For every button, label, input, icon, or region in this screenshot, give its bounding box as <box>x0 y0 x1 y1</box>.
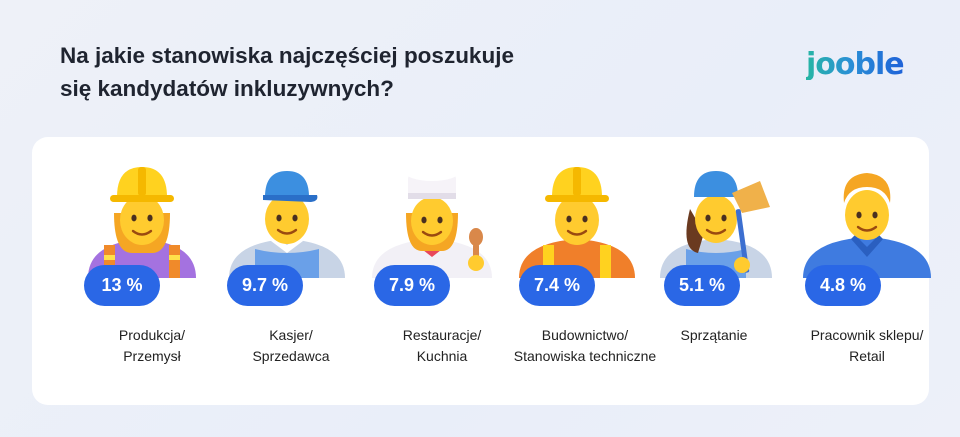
job-item-production: 13 % Produkcja/Przemysł <box>70 153 214 403</box>
value-badge: 13 % <box>84 265 160 306</box>
job-item-restaurant: 7.9 % Restauracje/Kuchnia <box>360 153 504 403</box>
category-label-line: Przemysł <box>123 348 181 364</box>
category-label-line: Produkcja/ <box>118 327 186 343</box>
value-badge: 4.8 % <box>805 265 881 306</box>
job-item-retail: 4.8 % Pracownik sklepu/Retail <box>795 153 939 403</box>
category-label: Produkcja/Przemysł <box>62 325 242 367</box>
category-label-line: Restauracje/ <box>402 327 482 343</box>
woman-cook-icon <box>372 161 492 278</box>
category-label: Kasjer/Sprzedawca <box>201 325 381 367</box>
chart-title: Na jakie stanowiska najczęściej poszukuj… <box>60 40 620 105</box>
value-badge: 7.4 % <box>519 265 595 306</box>
title-line-2: się kandydatów inkluzywnych? <box>60 75 394 101</box>
shop-worker-icon <box>803 173 931 278</box>
category-label-line: Stanowiska techniczne <box>513 348 657 364</box>
category-label-line: Sprzątanie <box>680 327 748 343</box>
cleaner-icon <box>660 171 772 278</box>
job-item-construction: 7.4 % Budownictwo/Stanowiska techniczne <box>505 153 656 403</box>
value-badge: 5.1 % <box>664 265 740 306</box>
woman-construction-worker-icon <box>88 167 196 278</box>
category-label: Budownictwo/Stanowiska techniczne <box>485 325 685 367</box>
category-label: Restauracje/Kuchnia <box>352 325 532 367</box>
jobs-card: 13 % Produkcja/Przemysł 9.7 % Kasjer/Spr… <box>32 137 931 405</box>
value-badge: 9.7 % <box>227 265 303 306</box>
category-label: Pracownik sklepu/Retail <box>777 325 957 367</box>
category-label-line: Kasjer/ <box>269 327 313 343</box>
category-label: Sprzątanie <box>624 325 804 346</box>
job-item-cashier: 9.7 % Kasjer/Sprzedawca <box>215 153 359 403</box>
category-label-line: Pracownik sklepu/ <box>810 327 924 343</box>
cashier-icon <box>229 171 345 278</box>
value-badge: 7.9 % <box>374 265 450 306</box>
category-label-line: Budownictwo/ <box>541 327 629 343</box>
title-line-1: Na jakie stanowiska najczęściej poszukuj… <box>60 43 514 68</box>
construction-worker-icon <box>519 167 635 278</box>
job-item-cleaning: 5.1 % Sprzątanie <box>650 153 794 403</box>
category-label-line: Sprzedawca <box>252 348 330 364</box>
category-label-line: Retail <box>849 348 885 364</box>
category-label-line: Kuchnia <box>416 348 468 364</box>
jooble-logo: jooble <box>806 47 905 82</box>
